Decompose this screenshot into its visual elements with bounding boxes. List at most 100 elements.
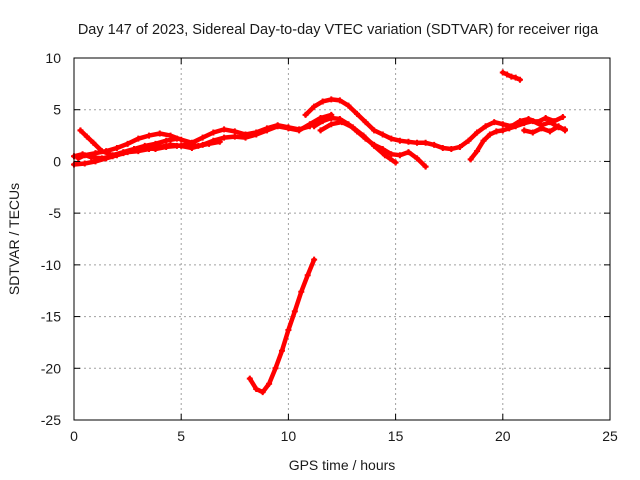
x-tick-label: 25 [602,428,618,444]
data-point [221,134,228,141]
x-tick-label: 15 [388,428,404,444]
data-point [92,150,99,157]
data-point [371,142,378,149]
data-point [381,152,388,159]
data-point [396,137,403,144]
x-axis-label: GPS time / hours [289,457,396,473]
data-point [81,160,88,167]
data-point [529,129,536,136]
data-point [317,127,324,134]
data-point [405,149,412,156]
data-point [184,141,191,148]
data-point [173,135,180,142]
data-point [491,119,498,126]
data-point [77,127,84,134]
data-point [474,129,481,136]
data-point [302,111,309,118]
data-point [278,347,285,354]
data-point [152,146,159,153]
data-point [231,128,238,135]
data-point [328,114,335,121]
data-point [98,155,105,162]
data-point [422,163,429,170]
data-point [141,144,148,151]
series-track-h [317,119,399,166]
data-point [336,97,343,104]
data-point [253,385,260,392]
data-point [135,135,142,142]
data-point [379,131,386,138]
x-tick-label: 10 [281,428,297,444]
tick-labels: 0 5 10 15 20 25 -25 -20 -15 -10 -5 0 5 10 [41,50,618,444]
data-point [285,124,292,131]
data-point [163,143,170,150]
data-point [546,119,553,126]
data-point [508,73,515,80]
data-point [79,151,86,158]
data-point [131,147,138,154]
data-point [506,125,513,132]
data-point [521,127,528,134]
data-point [354,110,361,117]
data-point [263,125,270,132]
data-point [555,123,562,130]
data-point [304,272,311,279]
data-point [529,118,536,125]
data-point [345,102,352,109]
data-point [216,138,223,145]
y-tick-label: -25 [41,412,61,428]
data-point [422,139,429,146]
data-point [388,151,395,158]
data-point [414,155,421,162]
data-point [339,119,345,126]
data-point [109,153,116,160]
data-point [253,129,260,136]
data-point [499,121,506,128]
series-track-i [467,118,568,163]
data-point [392,159,399,166]
y-axis-label: SDTVAR / TECUs [6,183,22,295]
data-point [231,133,238,140]
plot-frame [73,57,611,421]
data-point [120,150,127,157]
data-point [360,132,367,139]
grid [74,58,610,420]
data-point [542,114,549,121]
data-point [512,74,519,81]
data-point [482,123,489,130]
data-point [349,124,356,131]
data-point [146,132,153,139]
series-line [247,257,317,395]
x-tick-label: 0 [70,428,78,444]
data-point [319,118,326,125]
data-series [71,69,568,396]
data-point [90,139,97,146]
data-point [467,156,474,163]
data-point [448,146,455,153]
data-point [480,137,487,144]
data-point [242,131,249,138]
data-point [221,126,228,133]
data-point [272,365,279,372]
series-track-f [302,96,566,153]
data-point [546,128,553,135]
data-point [152,140,159,147]
chart-title: Day 147 of 2023, Sidereal Day-to-day VTE… [78,22,599,38]
data-point [371,127,378,134]
y-tick-label: 0 [53,153,61,169]
data-point [311,123,318,130]
data-point [178,136,185,143]
data-point [163,137,170,144]
data-point [439,144,446,151]
y-tick-label: -10 [41,257,61,273]
data-point [328,121,335,128]
y-tick-label: 5 [53,102,61,118]
data-point [266,380,273,387]
data-point [98,148,105,155]
data-point [319,98,326,105]
data-point [311,256,318,263]
data-point [156,130,163,137]
data-point [362,119,369,126]
data-point [561,127,568,134]
